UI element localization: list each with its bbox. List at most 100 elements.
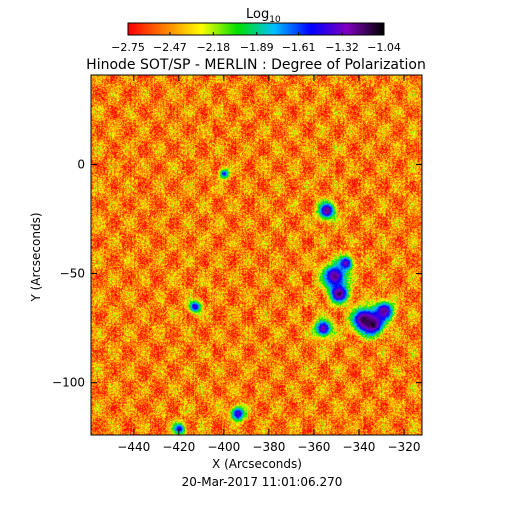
colorbar-swatch: [376, 23, 378, 35]
colorbar-swatch: [171, 23, 173, 35]
colorbar-swatch: [375, 23, 377, 35]
colorbar-swatch: [286, 23, 288, 35]
colorbar-swatch: [189, 23, 191, 35]
colorbar-swatch: [287, 23, 289, 35]
colorbar-swatch: [311, 23, 313, 35]
colorbar-swatch: [290, 23, 292, 35]
colorbar-swatch: [327, 23, 329, 35]
colorbar-swatch: [248, 23, 250, 35]
colorbar-swatch: [203, 23, 205, 35]
colorbar-swatch: [294, 23, 296, 35]
colorbar-swatch: [369, 23, 371, 35]
colorbar-swatch: [305, 23, 307, 35]
x-tick-label: −440: [117, 440, 150, 454]
colorbar-swatch: [253, 23, 255, 35]
colorbar-swatch: [360, 23, 362, 35]
colorbar-swatch: [377, 23, 379, 35]
colorbar-swatch: [298, 23, 300, 35]
colorbar-swatch: [212, 23, 214, 35]
colorbar-swatch: [182, 23, 184, 35]
colorbar-swatch: [302, 23, 304, 35]
colorbar-swatch: [215, 23, 217, 35]
colorbar-swatch: [195, 23, 197, 35]
colorbar-swatch: [216, 23, 218, 35]
colorbar-swatch: [143, 23, 145, 35]
colorbar-swatch: [151, 23, 153, 35]
colorbar-swatch: [146, 23, 148, 35]
colorbar-swatch: [358, 23, 360, 35]
colorbar-swatch: [338, 23, 340, 35]
colorbar-swatch: [316, 23, 318, 35]
colorbar-swatch: [237, 23, 239, 35]
colorbar-swatch: [345, 23, 347, 35]
colorbar-swatch: [244, 23, 246, 35]
colorbar-swatch: [166, 23, 168, 35]
colorbar-swatch: [281, 23, 283, 35]
colorbar-swatch: [196, 23, 198, 35]
colorbar-swatch: [222, 23, 224, 35]
colorbar: [128, 23, 385, 35]
colorbar-swatch: [328, 23, 330, 35]
colorbar-swatch: [224, 23, 226, 35]
colorbar-swatch: [155, 23, 157, 35]
colorbar-swatch: [180, 23, 182, 35]
colorbar-swatch: [219, 23, 221, 35]
colorbar-swatch: [228, 23, 230, 35]
colorbar-swatch: [308, 23, 310, 35]
x-tick-label: −400: [207, 440, 240, 454]
colorbar-swatch: [352, 23, 354, 35]
colorbar-swatch: [192, 23, 194, 35]
colorbar-swatch: [129, 23, 131, 35]
colorbar-swatch: [198, 23, 200, 35]
colorbar-swatch: [245, 23, 247, 35]
colorbar-swatch: [242, 23, 244, 35]
colorbar-swatch: [145, 23, 147, 35]
colorbar-swatch: [152, 23, 154, 35]
colorbar-swatch: [232, 23, 234, 35]
colorbar-swatch: [353, 23, 355, 35]
colorbar-swatch: [194, 23, 196, 35]
colorbar-swatch: [307, 23, 309, 35]
colorbar-swatch: [264, 23, 266, 35]
colorbar-swatch: [250, 23, 252, 35]
colorbar-swatch: [277, 23, 279, 35]
colorbar-swatch: [236, 23, 238, 35]
colorbar-swatch: [346, 23, 348, 35]
colorbar-swatch: [255, 23, 257, 35]
colorbar-swatch: [170, 23, 172, 35]
colorbar-swatch: [131, 23, 133, 35]
colorbar-swatch: [205, 23, 207, 35]
colorbar-swatch: [329, 23, 331, 35]
colorbar-swatch: [223, 23, 225, 35]
colorbar-swatch: [258, 23, 260, 35]
colorbar-swatch: [191, 23, 193, 35]
colorbar-swatch: [202, 23, 204, 35]
colorbar-swatch: [321, 23, 323, 35]
colorbar-swatch: [372, 23, 374, 35]
colorbar-swatch: [229, 23, 231, 35]
colorbar-tick-label: −1.89: [240, 41, 274, 54]
colorbar-swatch: [339, 23, 341, 35]
colorbar-swatch: [199, 23, 201, 35]
colorbar-swatch: [243, 23, 245, 35]
colorbar-swatch: [297, 23, 299, 35]
colorbar-swatch: [274, 23, 276, 35]
colorbar-swatch: [139, 23, 141, 35]
colorbar-swatch: [276, 23, 278, 35]
colorbar-swatch: [168, 23, 170, 35]
colorbar-swatch: [309, 23, 311, 35]
colorbar-swatch: [289, 23, 291, 35]
colorbar-swatch: [319, 23, 321, 35]
colorbar-swatch: [178, 23, 180, 35]
colorbar-swatch: [291, 23, 293, 35]
colorbar-swatch: [162, 23, 164, 35]
colorbar-swatch: [270, 23, 272, 35]
colorbar-swatch: [359, 23, 361, 35]
colorbar-swatch: [159, 23, 161, 35]
colorbar-swatch: [209, 23, 211, 35]
colorbar-swatch: [371, 23, 373, 35]
colorbar-swatch: [169, 23, 171, 35]
colorbar-swatch: [130, 23, 132, 35]
colorbar-swatch: [374, 23, 376, 35]
colorbar-swatch: [132, 23, 134, 35]
